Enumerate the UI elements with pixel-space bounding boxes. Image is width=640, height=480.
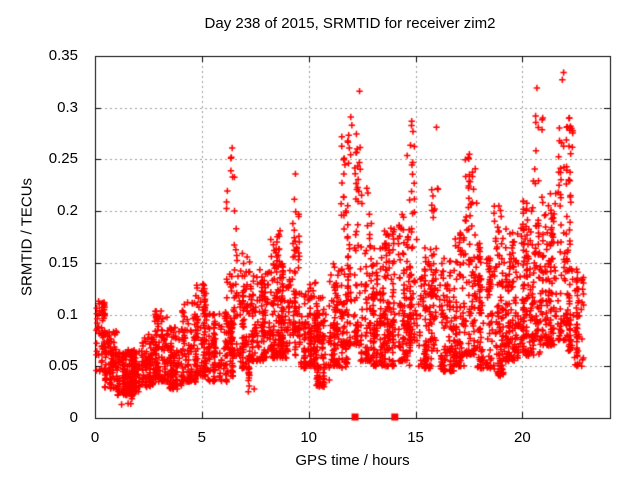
y-tick-label: 0.25 (48, 150, 78, 168)
y-tick-label: 0 (69, 409, 78, 426)
chart-title: Day 238 of 2015, SRMTID for receiver zim… (204, 15, 496, 32)
y-tick-label: 0.05 (48, 357, 78, 375)
y-tick-label: 0.3 (57, 98, 78, 116)
y-tick-label: 0.1 (57, 305, 78, 323)
x-tick-label: 0 (90, 429, 100, 446)
x-tick-label: 5 (197, 429, 207, 446)
y-tick-label: 0.35 (48, 47, 78, 64)
x-tick-label: 10 (300, 429, 318, 446)
x-axis-label: GPS time / hours (295, 452, 410, 469)
x-tick-label: 15 (407, 429, 424, 446)
y-axis-label: SRMTID / TECUs (18, 177, 36, 297)
x-tick-label: 20 (514, 429, 531, 446)
y-tick-label: 0.2 (57, 202, 78, 220)
y-tick-label: 0.15 (48, 253, 78, 271)
